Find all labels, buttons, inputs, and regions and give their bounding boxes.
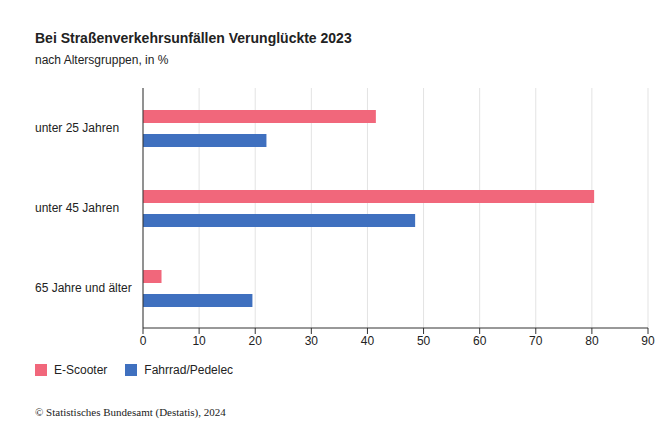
html-text:Bei Straßenverkehrsunfällen Ve: Bei Straßenverkehrsunfällen Verunglückte…: [35, 30, 352, 46]
svg-text:0: 0: [140, 334, 147, 348]
html-text:© Statistisches Bundesamt (Des: © Statistisches Bundesamt (Destatis), 20…: [35, 406, 226, 418]
svg-text:65 Jahre und älter: 65 Jahre und älter: [35, 281, 132, 295]
html-text:E-Scooter: E-Scooter: [54, 363, 108, 377]
svg-text:80: 80: [585, 334, 599, 348]
svg-text:50: 50: [417, 334, 431, 348]
svg-text:30: 30: [305, 334, 319, 348]
html-text:Fahrrad/Pedelec: Fahrrad/Pedelec: [144, 363, 234, 377]
svg-text:90: 90: [641, 334, 655, 348]
svg-text:20: 20: [249, 334, 263, 348]
svg-text:60: 60: [473, 334, 487, 348]
svg-text:10: 10: [192, 334, 206, 348]
svg-text:unter 25 Jahren: unter 25 Jahren: [35, 121, 119, 135]
html-text:nach Altersgruppen, in %: nach Altersgruppen, in %: [35, 53, 169, 67]
svg-text:40: 40: [361, 334, 375, 348]
svg-text:unter 45 Jahren: unter 45 Jahren: [35, 201, 119, 215]
svg-text:70: 70: [529, 334, 543, 348]
